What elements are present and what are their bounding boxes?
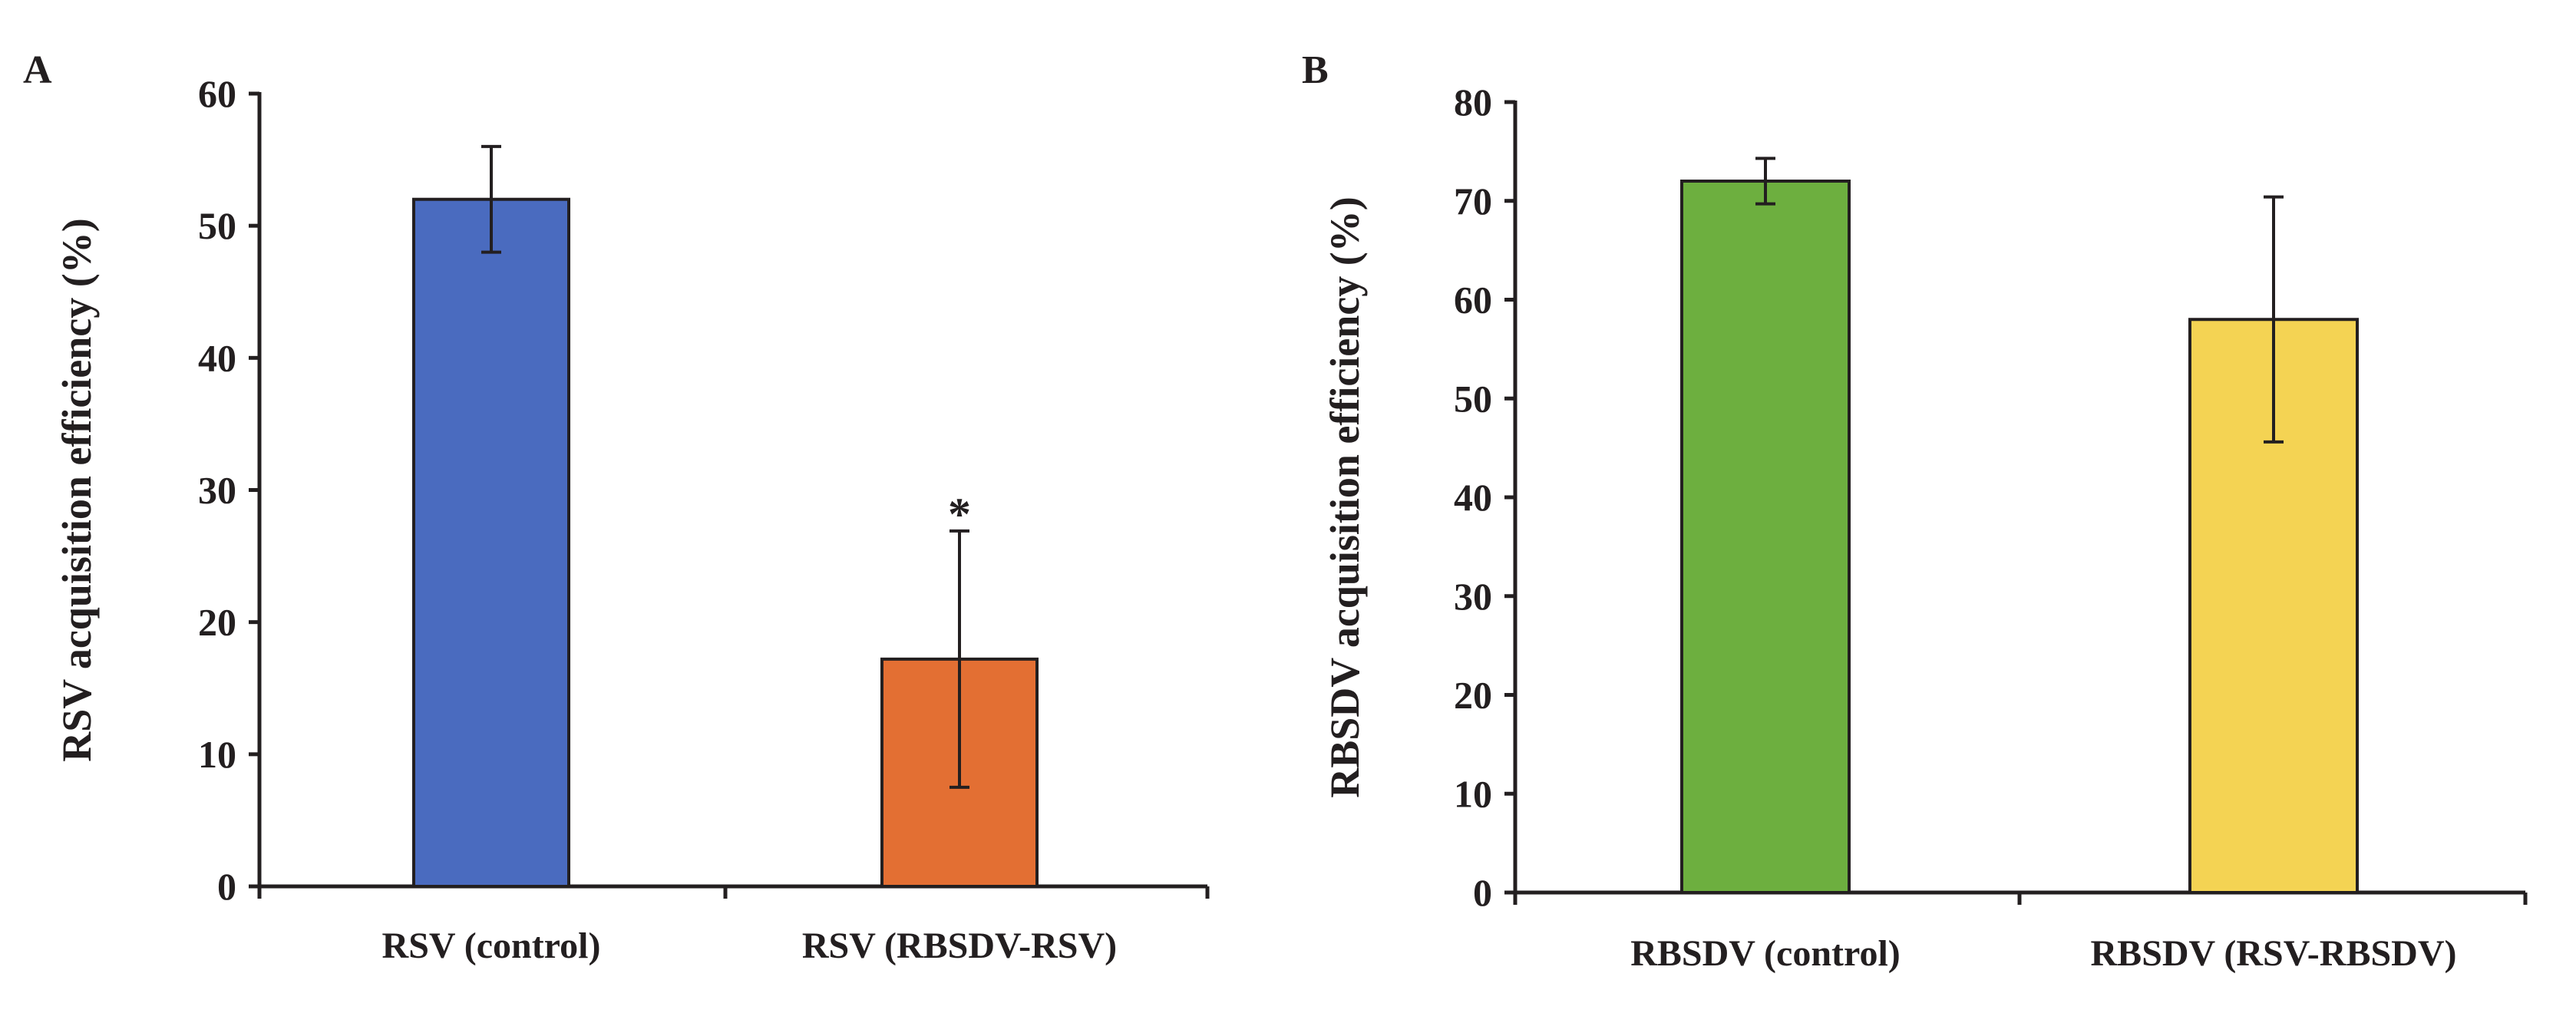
y-tick-label: 30 [1454,575,1492,618]
y-tick-label: 40 [198,336,236,379]
panel-label: A [23,48,52,92]
y-tick-label: 20 [1454,674,1492,717]
x-tick-label: RBSDV (RSV-RBSDV) [2091,933,2457,974]
bar [412,197,570,888]
y-tick-label: 50 [198,204,236,247]
bar [1680,180,1851,894]
x-tick-label: RSV (RBSDV-RSV) [802,926,1117,966]
y-tick-label: 30 [198,469,236,512]
chart-panel-a: A RSV acquisition efficiency (%) 0 10 20 30 40… [23,48,1210,966]
y-axis-label: RSV acquisition efficiency (%) [54,218,100,761]
panel-label: B [1302,48,1329,92]
y-tick-label: 50 [1454,377,1492,420]
y-axis-label: RBSDV acquisition efficiency (%) [1322,196,1368,797]
y-tick-label: 80 [1454,81,1492,124]
y-tick-label: 10 [198,733,236,776]
y-tick-label: 0 [1473,871,1492,914]
y-tick-label: 10 [1454,772,1492,815]
y-tick-label: 40 [1454,476,1492,519]
significance-marker: * [948,489,971,539]
x-tick-label: RBSDV (control) [1630,933,1901,974]
chart-panel-b: B RBSDV acquisition efficiency (%) 0 10 20 30… [1302,48,2528,974]
x-tick-label: RSV (control) [382,926,601,966]
y-tick-label: 60 [198,72,236,115]
y-tick-label: 60 [1454,279,1492,322]
y-tick-label: 20 [198,601,236,644]
y-tick-label: 0 [217,865,236,908]
y-tick-label: 70 [1454,180,1492,223]
